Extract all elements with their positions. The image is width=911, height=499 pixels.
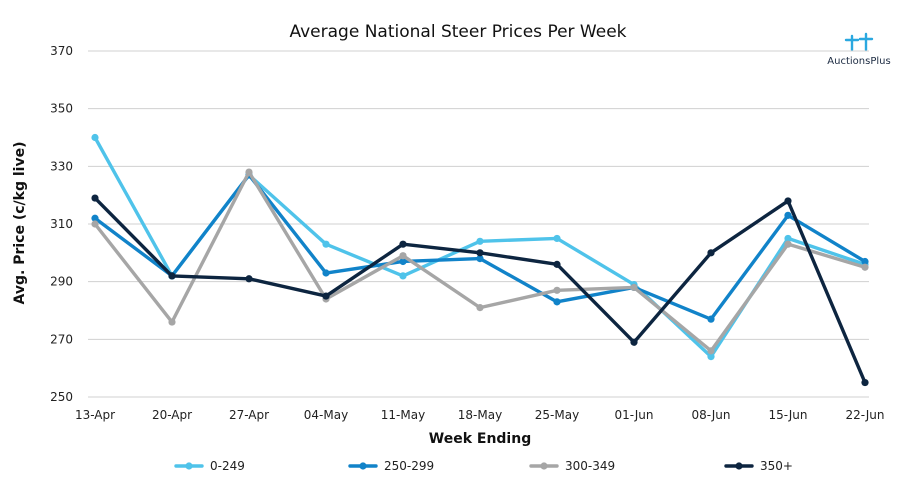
data-point <box>91 194 99 202</box>
series-250-299 <box>91 171 869 323</box>
x-tick-label: 27-Apr <box>229 408 269 422</box>
x-tick-label: 01-Jun <box>614 408 653 422</box>
y-tick-label: 290 <box>50 275 73 289</box>
y-tick-label: 250 <box>50 390 73 404</box>
data-point <box>245 275 253 283</box>
data-point <box>784 211 792 219</box>
x-tick-label: 18-May <box>458 408 502 422</box>
x-tick-label: 08-Jun <box>691 408 730 422</box>
series-lines <box>91 133 869 387</box>
x-axis-ticks: 13-Apr 20-Apr 27-Apr 04-May 11-May 18-May 25-M… <box>75 408 885 422</box>
data-point <box>476 304 484 312</box>
y-axis-title: Avg. Price (c/kg live) <box>12 142 28 305</box>
y-tick-label: 370 <box>50 44 73 58</box>
legend-item: 250-299 <box>348 459 434 473</box>
data-point <box>399 240 407 248</box>
legend: 0-249 250-299 300-349 350+ <box>174 459 793 473</box>
data-point <box>784 197 792 205</box>
legend-marker <box>359 462 367 470</box>
data-point <box>707 347 715 355</box>
data-point <box>861 378 869 387</box>
data-point <box>784 234 792 243</box>
data-point <box>91 214 99 222</box>
x-tick-label: 13-Apr <box>75 408 115 422</box>
auctionsplus-logo: AuctionsPlus <box>827 32 891 67</box>
data-point <box>399 257 407 266</box>
data-point <box>861 257 869 266</box>
x-tick-label: 15-Jun <box>768 408 807 422</box>
x-tick-label: 25-May <box>535 408 579 422</box>
legend-label: 300-349 <box>565 459 615 473</box>
x-axis-title: Week Ending <box>429 431 531 447</box>
data-point <box>91 133 99 142</box>
chart-title: Average National Steer Prices Per Week <box>289 22 626 42</box>
data-point <box>399 252 407 260</box>
legend-label: 0-249 <box>210 459 245 473</box>
series-300-349 <box>91 168 869 355</box>
legend-label: 350+ <box>760 459 793 473</box>
data-point <box>630 338 638 346</box>
data-point <box>322 292 330 300</box>
data-point <box>245 168 253 176</box>
legend-marker <box>185 462 193 470</box>
x-tick-label: 20-Apr <box>152 408 192 422</box>
data-point <box>91 220 99 228</box>
data-point <box>168 318 176 326</box>
data-point <box>553 298 561 306</box>
logo-text: AuctionsPlus <box>827 56 890 67</box>
x-tick-label: 22-Jun <box>845 408 884 422</box>
data-point <box>784 240 792 248</box>
data-point <box>476 255 484 263</box>
y-tick-label: 350 <box>50 102 73 116</box>
legend-item: 0-249 <box>174 459 245 473</box>
series-350+ <box>91 194 869 387</box>
y-tick-label: 270 <box>50 332 73 346</box>
data-point <box>553 286 561 294</box>
series-0-249 <box>91 133 869 361</box>
data-point <box>399 272 407 280</box>
data-point <box>707 249 715 257</box>
data-point <box>861 263 869 271</box>
data-point <box>553 234 561 243</box>
data-point <box>322 240 330 248</box>
data-point <box>707 315 715 323</box>
data-point <box>476 237 484 245</box>
logo-mark-icon <box>844 32 874 52</box>
legend-item: 350+ <box>724 459 793 473</box>
gridlines <box>88 50 869 398</box>
x-tick-label: 04-May <box>304 408 348 422</box>
data-point <box>168 272 176 280</box>
legend-label: 250-299 <box>384 459 434 473</box>
y-tick-label: 310 <box>50 217 73 231</box>
legend-marker <box>735 462 743 470</box>
x-tick-label: 11-May <box>381 408 425 422</box>
y-tick-label: 330 <box>50 159 73 173</box>
data-point <box>553 260 561 268</box>
legend-marker <box>540 462 548 470</box>
data-point <box>322 269 330 277</box>
data-point <box>630 283 638 292</box>
legend-item: 300-349 <box>529 459 615 473</box>
data-point <box>476 249 484 257</box>
y-axis-ticks: 250 270 290 310 330 350 370 <box>50 44 73 404</box>
data-point <box>707 353 715 361</box>
